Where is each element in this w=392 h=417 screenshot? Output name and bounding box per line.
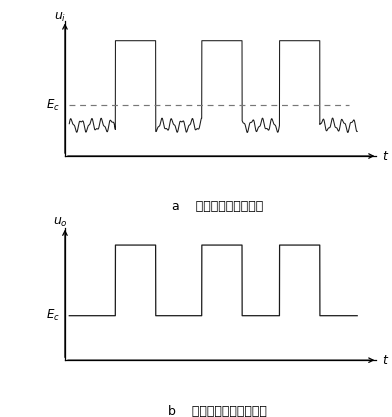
- Text: $u_{\mathit{o}}$: $u_{\mathit{o}}$: [53, 216, 68, 229]
- Text: a    未限幅前的输入信号: a 未限幅前的输入信号: [172, 200, 263, 214]
- Text: $E_c$: $E_c$: [46, 308, 60, 323]
- Text: $E_c$: $E_c$: [46, 98, 60, 113]
- Text: $u_{\mathit{i}}$: $u_{\mathit{i}}$: [54, 11, 67, 24]
- Text: $\mathit{t}$: $\mathit{t}$: [382, 150, 389, 163]
- Text: $\mathit{t}$: $\mathit{t}$: [382, 354, 389, 367]
- Text: b    经下限幅后的输出信号: b 经下限幅后的输出信号: [168, 405, 267, 417]
